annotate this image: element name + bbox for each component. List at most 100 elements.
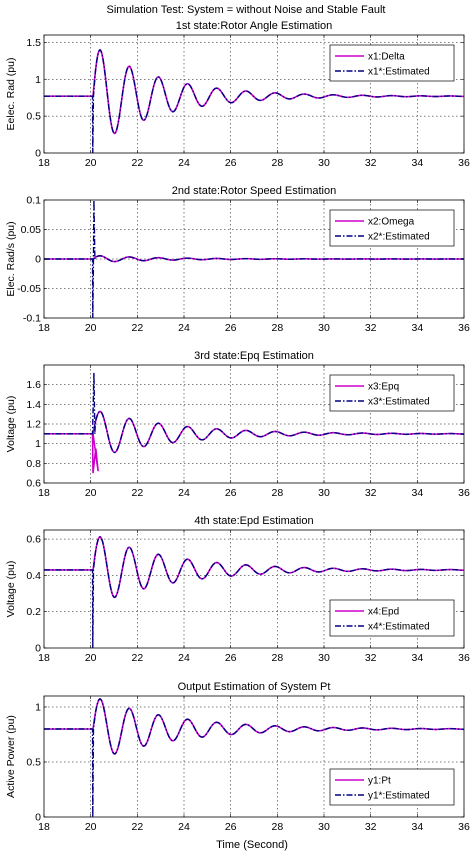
x-tick-label: 32	[365, 157, 377, 169]
x-tick-label: 30	[318, 652, 330, 664]
y-axis-label: Voltage (pu)	[5, 396, 17, 453]
x-tick-label: 36	[458, 157, 470, 169]
legend: y1:Pt y1*:Estimated	[329, 768, 455, 806]
x-tick-label: 30	[318, 821, 330, 833]
x-tick-label: 34	[411, 322, 423, 334]
y-tick-label: 0.4	[26, 570, 41, 582]
y-axis: -0.1 -0.05 0 0.05 0.1	[17, 195, 464, 325]
y-tick-label: -0.05	[17, 283, 41, 295]
x-tick-label: 26	[225, 487, 237, 499]
legend: x3:Epq x3*:Estimated	[329, 374, 455, 412]
subplot-title: 2nd state:Rotor Speed Estimation	[172, 185, 336, 197]
x-tick-label: 26	[225, 821, 237, 833]
x-tick-label: 20	[85, 487, 97, 499]
x-tick-label: 24	[178, 652, 190, 664]
legend-label: y1*:Estimated	[368, 791, 430, 802]
axes-box	[43, 529, 465, 649]
legend-label: x1:Delta	[368, 52, 405, 63]
x-tick-label: 28	[271, 487, 283, 499]
x-tick-label: 24	[178, 821, 190, 833]
y-tick-label: 0.8	[26, 458, 41, 470]
x-tick-label: 22	[131, 487, 143, 499]
x-tick-label: 28	[271, 157, 283, 169]
axes-box	[43, 34, 465, 154]
subplot-3: 3rd state:Epq Estimation 18 20 22 24 26 28 30 32…	[5, 350, 470, 499]
curves	[44, 48, 464, 153]
x-tick-label: 28	[271, 322, 283, 334]
y-tick-label: 0	[35, 643, 41, 655]
series-line-estimated	[44, 698, 464, 817]
x-tick-label: 18	[38, 487, 50, 499]
subplot-2: 2nd state:Rotor Speed Estimation 18 20 22 24…	[5, 185, 470, 334]
y-axis-label: Active Power (pu)	[5, 715, 17, 798]
x-tick-label: 28	[271, 652, 283, 664]
x-axis: 18 20 22 24 26 28 30 32 34 36	[38, 200, 470, 334]
x-tick-label: 26	[225, 652, 237, 664]
x-tick-label: 24	[178, 322, 190, 334]
legend: x1:Delta x1*:Estimated	[329, 44, 455, 82]
x-tick-label: 30	[318, 322, 330, 334]
curves	[44, 535, 464, 648]
x-tick-label: 24	[178, 487, 190, 499]
y-tick-label: 0.5	[26, 111, 41, 123]
legend: x2:Omega x2*:Estimated	[329, 209, 455, 247]
legend-box	[329, 599, 455, 637]
x-tick-label: 32	[365, 821, 377, 833]
legend-label: x4:Epd	[368, 607, 399, 618]
legend-label: x3:Epq	[368, 382, 399, 393]
legend-label: x4*:Estimated	[368, 622, 430, 633]
legend-box	[329, 209, 455, 247]
x-tick-label: 18	[38, 157, 50, 169]
y-tick-label: 0.6	[26, 478, 41, 490]
subplot-title: 3rd state:Epq Estimation	[194, 350, 314, 362]
x-tick-label: 34	[411, 652, 423, 664]
series-line-estimated	[44, 200, 464, 318]
subplot-1: 1st state:Rotor Angle Estimation 18 20 22 24…	[5, 20, 470, 169]
subplot-title: 4th state:Epd Estimation	[194, 515, 313, 527]
legend-box	[329, 374, 455, 412]
curves	[44, 698, 464, 817]
y-tick-label: 0	[35, 254, 41, 266]
x-tick-label: 20	[85, 821, 97, 833]
x-tick-label: 20	[85, 652, 97, 664]
axes-box	[43, 695, 465, 818]
y-axis-label: Elec. Rad/s (pu)	[5, 221, 17, 296]
y-tick-label: 0.2	[26, 606, 41, 618]
x-tick-label: 22	[131, 322, 143, 334]
y-tick-label: 1.4	[26, 399, 41, 411]
x-tick-label: 36	[458, 652, 470, 664]
legend-label: y1:Pt	[368, 776, 391, 787]
x-tick-label: 28	[271, 821, 283, 833]
y-axis: 0 0.5 1 1.5	[26, 37, 464, 160]
x-tick-label: 22	[131, 157, 143, 169]
x-tick-label: 30	[318, 487, 330, 499]
x-tick-label: 26	[225, 157, 237, 169]
legend-label: x2:Omega	[368, 217, 415, 228]
subplot-title: Output Estimation of System Pt	[178, 681, 331, 693]
legend: x4:Epd x4*:Estimated	[329, 599, 455, 637]
x-tick-label: 26	[225, 322, 237, 334]
legend-box	[329, 768, 455, 806]
x-tick-label: 32	[365, 322, 377, 334]
legend-box	[329, 44, 455, 82]
x-tick-label: 34	[411, 157, 423, 169]
y-axis-label: Voltage (pu)	[5, 561, 17, 618]
x-tick-label: 22	[131, 652, 143, 664]
y-tick-label: 0.6	[26, 534, 41, 546]
y-tick-label: 1.5	[26, 37, 41, 49]
x-tick-label: 36	[458, 487, 470, 499]
x-tick-label: 20	[85, 157, 97, 169]
x-axis-label: Time (Second)	[216, 839, 288, 851]
y-tick-label: -0.1	[23, 313, 41, 325]
y-axis: 0.6 0.8 1 1.2 1.4 1.6	[26, 379, 464, 490]
legend-label: x3*:Estimated	[368, 397, 430, 408]
x-tick-label: 18	[38, 322, 50, 334]
subplot-4: 4th state:Epd Estimation 18 20 22 24 26 28 30 32…	[5, 515, 470, 664]
y-tick-label: 1.6	[26, 379, 41, 391]
x-tick-label: 34	[411, 487, 423, 499]
series-line-estimated	[44, 535, 464, 648]
y-tick-label: 0.05	[21, 224, 42, 236]
y-tick-label: 0	[35, 148, 41, 160]
y-tick-label: 1	[35, 702, 41, 714]
